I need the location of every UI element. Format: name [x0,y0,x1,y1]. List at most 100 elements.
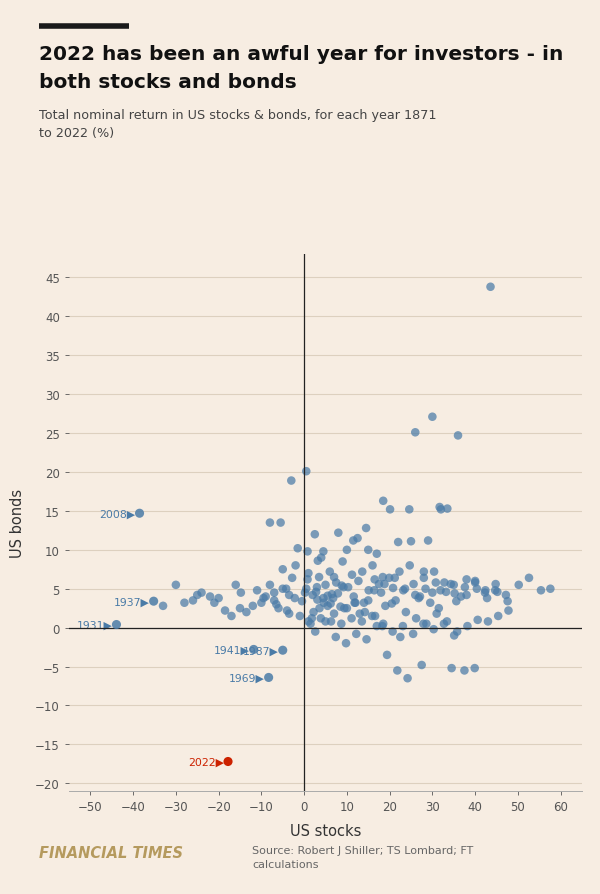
Point [158,599,168,613]
Point [352,627,361,641]
Point [276,516,286,530]
Point [301,465,311,479]
Point [306,617,316,631]
Point [311,585,321,599]
Point [236,586,245,600]
Point [462,588,472,603]
Point [312,580,322,595]
Point [269,594,279,608]
Point [272,597,281,611]
Point [456,590,466,604]
Point [370,572,379,586]
Point [310,625,320,639]
Point [329,607,339,621]
Point [350,596,360,611]
Point [400,582,410,596]
Point [307,611,317,626]
Point [171,578,181,593]
Point [379,617,388,631]
Point [319,596,329,611]
Point [293,542,302,556]
Point [490,584,500,598]
Y-axis label: US bonds: US bonds [10,488,25,558]
Point [362,632,371,646]
Point [253,584,262,598]
Point [463,620,472,634]
Point [281,582,291,596]
Point [265,516,275,530]
Point [269,586,279,600]
Point [149,595,158,609]
Point [394,536,403,550]
Point [385,571,394,586]
Point [524,571,534,586]
Point [364,594,373,608]
Point [334,526,343,540]
Point [460,663,469,678]
Point [301,582,311,596]
Point [340,602,349,616]
Point [415,590,425,604]
Point [514,578,524,593]
Point [264,670,274,685]
Point [347,568,357,582]
Point [337,578,347,593]
Point [417,658,427,672]
Point [316,611,326,626]
Point [453,429,463,443]
Point [188,594,198,608]
Text: 1987▶: 1987▶ [242,645,278,655]
Point [341,637,351,651]
Point [493,585,502,599]
Point [379,494,388,509]
Point [353,531,362,545]
Point [326,596,335,611]
Point [319,591,328,605]
Point [405,559,415,573]
Point [327,587,337,602]
Point [482,591,492,605]
Point [214,591,223,605]
Point [501,588,511,603]
Point [406,535,416,549]
Point [315,602,325,616]
Point [372,547,382,561]
Point [387,596,397,611]
Point [342,543,352,557]
Point [278,644,287,658]
Point [319,544,328,559]
Point [403,671,412,686]
Point [429,565,439,579]
Point [395,565,404,579]
Point [443,502,452,516]
Point [419,617,428,631]
Text: 1941▶: 1941▶ [214,645,250,654]
Point [313,554,323,569]
Point [303,572,313,586]
Point [470,662,479,676]
Point [536,584,546,598]
Text: 2008▶: 2008▶ [99,509,135,519]
Point [440,576,449,590]
Point [380,578,389,592]
Point [335,600,345,614]
Point [367,609,377,623]
Point [398,620,407,634]
Point [452,595,461,609]
Point [414,591,424,605]
Point [428,586,437,600]
Point [313,593,322,607]
Point [424,534,433,548]
Point [309,605,319,620]
Point [421,582,430,596]
Point [349,590,359,604]
Point [349,534,358,548]
Point [328,591,338,605]
Point [422,617,431,631]
Point [392,663,402,678]
Point [284,588,294,603]
Point [436,584,445,598]
Point [197,586,206,600]
Point [205,590,215,604]
Point [320,614,330,628]
